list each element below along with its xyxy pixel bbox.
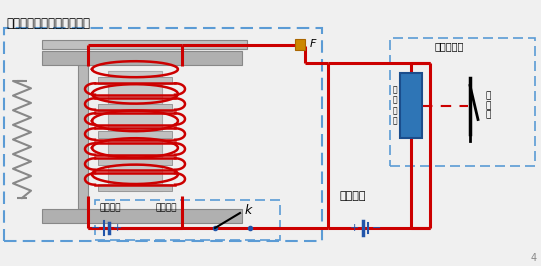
- Text: 控制回路: 控制回路: [340, 191, 366, 201]
- Bar: [95, 200, 280, 240]
- Text: F: F: [310, 39, 316, 49]
- Bar: [42, 209, 242, 223]
- Bar: [390, 38, 535, 166]
- Text: k: k: [245, 203, 252, 217]
- Bar: [78, 65, 88, 209]
- Text: 中间继电器（出口继电器）: 中间继电器（出口继电器）: [6, 17, 90, 30]
- Text: −: −: [91, 223, 100, 233]
- Text: −: −: [372, 223, 381, 233]
- Bar: [98, 77, 172, 84]
- Bar: [98, 157, 172, 165]
- Bar: [4, 28, 322, 241]
- Bar: [108, 71, 162, 191]
- Text: +: +: [349, 223, 359, 233]
- Text: +: +: [113, 223, 122, 233]
- Bar: [400, 73, 422, 138]
- Bar: [295, 39, 305, 50]
- Text: 保护回路: 保护回路: [100, 203, 122, 212]
- Bar: [98, 184, 172, 191]
- Bar: [98, 103, 172, 111]
- Text: 4: 4: [531, 253, 537, 263]
- Text: 断
路
器: 断 路 器: [485, 91, 490, 120]
- Bar: [42, 40, 247, 49]
- Bar: [42, 51, 242, 65]
- Bar: [98, 131, 172, 138]
- Text: 断路器机构: 断路器机构: [435, 41, 464, 51]
- Text: 保护装置: 保护装置: [155, 203, 176, 212]
- Text: 分
闸
线
圈: 分 闸 线 圈: [392, 85, 397, 126]
